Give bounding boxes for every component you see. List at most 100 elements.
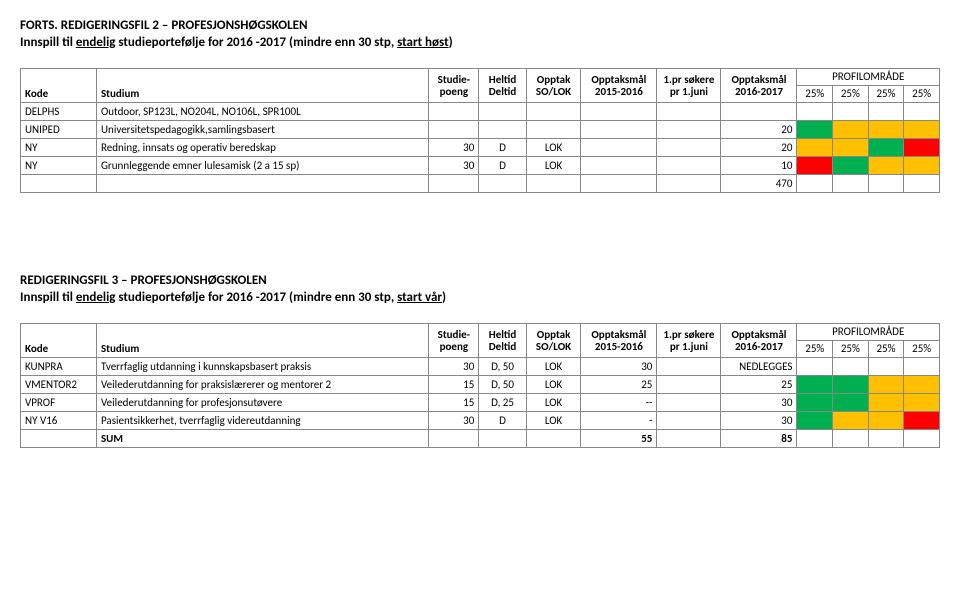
cell-om16: 30 <box>721 394 797 412</box>
cell-om16: 20 <box>721 121 797 139</box>
cell-om15 <box>581 121 657 139</box>
hdr-hd: Heltid Deltid <box>479 69 526 103</box>
cell-so <box>526 175 581 193</box>
cell-studium: Pasientsikkerhet, tverrfaglig videreutda… <box>96 412 428 430</box>
table-row: NYRedning, innsats og operativ beredskap… <box>21 139 940 157</box>
cell-om15 <box>581 157 657 175</box>
hdr-pr: 1.pr søkere pr 1.juni <box>657 69 721 103</box>
cell-om15: 55 <box>581 430 657 448</box>
profile-cell <box>797 412 833 430</box>
profile-cell <box>833 412 869 430</box>
profile-cell <box>797 358 833 376</box>
cell-om15: 25 <box>581 376 657 394</box>
t2u1: endelig <box>76 290 116 305</box>
hdr-sp: Studie-poeng <box>429 69 479 103</box>
cell-so: LOK <box>526 376 581 394</box>
profile-cell <box>904 157 940 175</box>
profile-cell <box>833 394 869 412</box>
cell-om15: 30 <box>581 358 657 376</box>
hdr2-25d: 25% <box>904 341 940 358</box>
cell-om16: 25 <box>721 376 797 394</box>
table-row: UNIPEDUniversitetspedagogikk,samlingsbas… <box>21 121 940 139</box>
profile-cell <box>797 121 833 139</box>
cell-hd <box>479 175 526 193</box>
table-row: VPROFVeilederutdanning for profesjonsutø… <box>21 394 940 412</box>
hdr2-so: Opptak SO/LOK <box>526 324 581 358</box>
profile-cell <box>833 430 869 448</box>
cell-so: LOK <box>526 157 581 175</box>
cell-pr <box>657 430 721 448</box>
cell-hd: D, 50 <box>479 376 526 394</box>
cell-kode <box>21 430 97 448</box>
table-row: KUNPRATverrfaglig utdanning i kunnskapsb… <box>21 358 940 376</box>
profile-cell <box>833 121 869 139</box>
profile-cell <box>904 103 940 121</box>
cell-studium: Grunnleggende emner lulesamisk (2 a 15 s… <box>96 157 428 175</box>
profile-cell <box>833 139 869 157</box>
table-row: SUM 55 85 <box>21 430 940 448</box>
cell-kode: NY <box>21 157 97 175</box>
profile-cell <box>833 103 869 121</box>
cell-om15 <box>581 139 657 157</box>
cell-so: LOK <box>526 139 581 157</box>
cell-om16: 470 <box>721 175 797 193</box>
cell-sp: 15 <box>429 394 479 412</box>
profile-cell <box>868 394 904 412</box>
section2-title-line1: REDIGERINGSFIL 3 – PROFESJONSHØGSKOLEN <box>20 273 940 288</box>
cell-hd: D, 25 <box>479 394 526 412</box>
hdr2-om16: Opptaksmål 2016-2017 <box>721 324 797 358</box>
cell-hd: D <box>479 157 526 175</box>
hdr2-kode: Kode <box>21 324 97 358</box>
profile-cell <box>833 358 869 376</box>
hdr-25c: 25% <box>868 86 904 103</box>
section1-title-line1: FORTS. REDIGERINGSFIL 2 – PROFESJONSHØGS… <box>20 18 940 33</box>
cell-om15 <box>581 175 657 193</box>
cell-studium: SUM <box>96 430 428 448</box>
profile-cell <box>833 175 869 193</box>
profile-cell <box>904 430 940 448</box>
profile-cell <box>868 121 904 139</box>
t1u1: endelig <box>76 35 116 50</box>
profile-cell <box>868 103 904 121</box>
hdr2-studium: Studium <box>96 324 428 358</box>
cell-pr <box>657 412 721 430</box>
cell-pr <box>657 358 721 376</box>
profile-cell <box>797 157 833 175</box>
cell-studium: Veilederutdanning for praksislærerer og … <box>96 376 428 394</box>
cell-sp <box>429 175 479 193</box>
cell-om16: NEDLEGGES <box>721 358 797 376</box>
section2-title-line2: Innspill til endelig studieportefølje fo… <box>20 290 940 305</box>
cell-studium: Outdoor, SP123L, NO204L, NO106L, SPR100L <box>96 103 428 121</box>
section1-title-line2: Innspill til endelig studieportefølje fo… <box>20 35 940 50</box>
cell-pr <box>657 103 721 121</box>
hdr-om16: Opptaksmål 2016-2017 <box>721 69 797 103</box>
cell-sp: 15 <box>429 376 479 394</box>
hdr2-profil: PROFILOMRÅDE <box>797 324 940 341</box>
t2a: Innspill til <box>20 290 76 305</box>
profile-cell <box>797 139 833 157</box>
cell-om16: 10 <box>721 157 797 175</box>
t2u2: start vår <box>397 290 442 305</box>
hdr-studium: Studium <box>96 69 428 103</box>
t1u2: start høst <box>397 35 449 50</box>
hdr-25d: 25% <box>904 86 940 103</box>
table-section2: Kode Studium Studie-poeng Heltid Deltid … <box>20 323 940 448</box>
cell-sp <box>429 103 479 121</box>
cell-sp: 30 <box>429 139 479 157</box>
table-row: DELPHSOutdoor, SP123L, NO204L, NO106L, S… <box>21 103 940 121</box>
hdr-25a: 25% <box>797 86 833 103</box>
profile-cell <box>868 157 904 175</box>
profile-cell <box>833 157 869 175</box>
cell-pr <box>657 394 721 412</box>
cell-pr <box>657 376 721 394</box>
profile-cell <box>797 175 833 193</box>
profile-cell <box>904 358 940 376</box>
cell-sp: 30 <box>429 157 479 175</box>
cell-studium: Redning, innsats og operativ beredskap <box>96 139 428 157</box>
t2c: ) <box>442 290 446 305</box>
hdr2-sp: Studie-poeng <box>429 324 479 358</box>
profile-cell <box>797 376 833 394</box>
cell-om16: 85 <box>721 430 797 448</box>
hdr2-hd: Heltid Deltid <box>479 324 526 358</box>
profile-cell <box>904 376 940 394</box>
